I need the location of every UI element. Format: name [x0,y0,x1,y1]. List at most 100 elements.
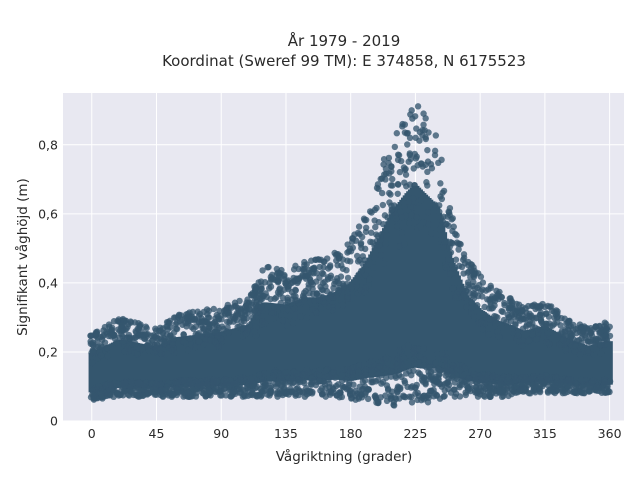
scatter-point [134,380,142,387]
scatter-point [312,256,320,263]
scatter-point [183,323,190,330]
scatter-point [420,121,427,128]
scatter-point [388,367,395,375]
scatter-point [251,328,258,335]
scatter-point [432,359,439,367]
scatter-point [408,107,415,114]
scatter-point [380,155,388,163]
scatter-point [481,311,488,318]
scatter-point [445,222,452,229]
scatter-point [560,336,567,344]
scatter-point [509,329,516,336]
scatter-point [593,335,601,343]
scatter-point [349,368,356,375]
scatter-point [452,256,460,263]
scatter-point [228,304,235,311]
scatter-point [440,187,448,195]
scatter-point [323,255,331,262]
scatter-point [534,325,542,333]
scatter-point [206,337,213,344]
scatter-point [408,211,415,219]
scatter-point [383,232,390,239]
scatter-point [180,331,188,338]
scatter-point [487,284,495,292]
scatter-point [166,319,173,327]
scatter-point [104,352,111,360]
scatter-point [395,371,403,379]
scatter-point [470,290,477,297]
scatter-point [357,241,365,248]
scatter-point [570,336,577,343]
scatter-point [313,269,320,277]
scatter-point [256,371,263,379]
scatter-point [362,371,369,379]
scatter-point [452,372,460,379]
scatter-point [302,303,310,310]
scatter-point [321,299,328,307]
scatter-point [292,293,299,300]
scatter-point [114,390,121,398]
scatter-point [344,293,352,300]
scatter-point [437,180,444,187]
scatter-point [344,274,352,282]
scatter-point [344,257,351,264]
scatter-point [360,385,367,393]
scatter-point [446,381,453,388]
scatter-point [431,151,439,159]
scatter-point [394,190,401,197]
scatter-point [249,314,256,321]
scatter-point [168,347,175,354]
scatter-point [223,318,231,326]
scatter-point [396,356,404,363]
scatter-point [479,325,486,333]
scatter-point [87,340,95,347]
scatter-point [449,285,457,292]
scatter-point [498,294,505,301]
scatter-point [606,388,613,396]
scatter-point [389,175,396,183]
x-tick-label: 0 [88,426,96,441]
scatter-point [436,380,443,388]
scatter-point [98,391,105,398]
scatter-point [176,317,184,325]
scatter-point [137,321,144,328]
scatter-point [396,347,403,354]
scatter-points [87,103,614,409]
scatter-point [551,308,558,315]
scatter-point [271,295,278,302]
scatter-point [512,321,519,329]
scatter-point [276,373,283,380]
x-tick-label: 225 [403,426,427,441]
scatter-point [533,336,540,343]
scatter-point [125,320,132,328]
scatter-point [452,390,460,397]
scatter-point [569,327,577,334]
scatter-point [409,204,416,211]
scatter-point [414,103,422,110]
scatter-point [316,263,323,271]
x-axis-label: Vågriktning (grader) [276,448,413,465]
scatter-point [107,381,114,389]
scatter-point [182,384,190,392]
scatter-point [577,325,584,332]
scatter-point [365,360,372,368]
scatter-point [292,392,299,399]
scatter-point [284,305,291,313]
scatter-point [460,291,468,298]
scatter-point [366,275,373,283]
scatter-point [309,265,316,272]
scatter-point [443,366,451,374]
scatter-point [303,314,311,321]
scatter-point [601,378,609,385]
scatter-point [319,279,327,287]
scatter-point [402,171,410,178]
scatter-point [121,387,128,395]
chart-subtitle: Koordinat (Sweref 99 TM): E 374858, N 61… [162,52,526,70]
scatter-point [522,374,529,381]
scatter-point [131,334,138,341]
scatter-point [494,328,501,335]
scatter-point [359,378,367,386]
scatter-point [379,378,387,386]
scatter-point [375,185,382,193]
scatter-point [428,229,435,237]
